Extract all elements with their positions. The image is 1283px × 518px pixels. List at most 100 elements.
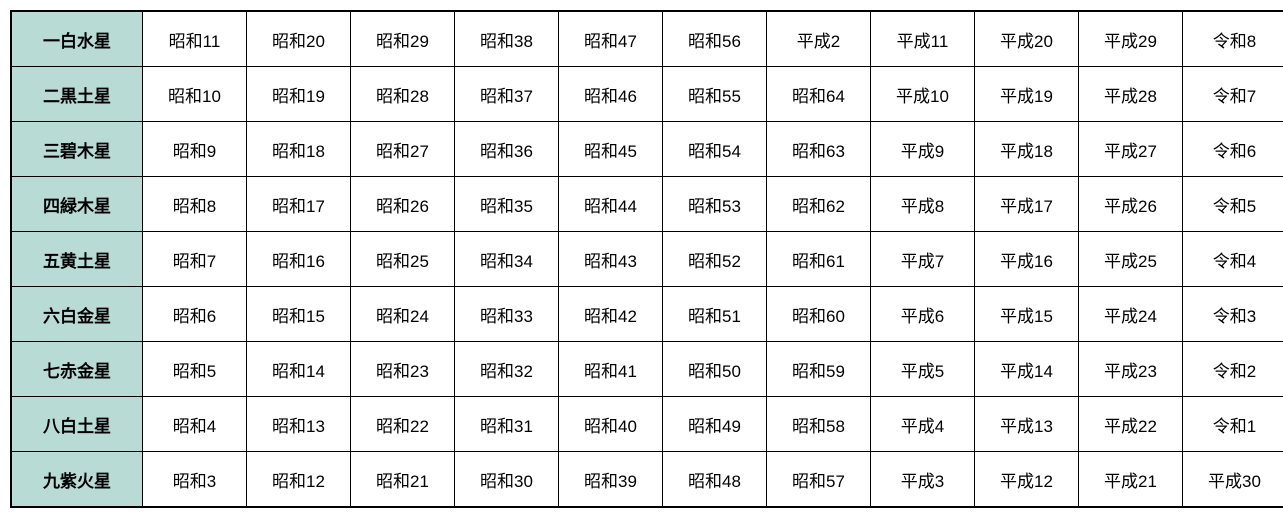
data-cell: 昭和22 xyxy=(351,397,455,452)
data-cell: 昭和45 xyxy=(559,122,663,177)
row-header-cell: 九紫火星 xyxy=(11,452,143,508)
data-cell: 昭和57 xyxy=(767,452,871,508)
data-cell: 令和8 xyxy=(1183,11,1283,67)
data-cell: 平成30 xyxy=(1183,452,1283,508)
data-cell: 昭和27 xyxy=(351,122,455,177)
table-row: 一白水星昭和11昭和20昭和29昭和38昭和47昭和56平成2平成11平成20平… xyxy=(11,11,1283,67)
data-cell: 平成29 xyxy=(1079,11,1183,67)
data-cell: 平成11 xyxy=(871,11,975,67)
table-row: 四緑木星昭和8昭和17昭和26昭和35昭和44昭和53昭和62平成8平成17平成… xyxy=(11,177,1283,232)
data-cell: 平成19 xyxy=(975,67,1079,122)
data-cell: 昭和60 xyxy=(767,287,871,342)
data-cell: 昭和56 xyxy=(663,11,767,67)
data-cell: 昭和18 xyxy=(247,122,351,177)
data-cell: 昭和37 xyxy=(455,67,559,122)
data-cell: 昭和43 xyxy=(559,232,663,287)
data-cell: 昭和61 xyxy=(767,232,871,287)
data-cell: 昭和38 xyxy=(455,11,559,67)
data-cell: 昭和49 xyxy=(663,397,767,452)
table-body: 一白水星昭和11昭和20昭和29昭和38昭和47昭和56平成2平成11平成20平… xyxy=(11,11,1283,507)
data-cell: 平成18 xyxy=(975,122,1079,177)
data-cell: 昭和58 xyxy=(767,397,871,452)
data-cell: 昭和33 xyxy=(455,287,559,342)
data-cell: 昭和26 xyxy=(351,177,455,232)
data-cell: 平成7 xyxy=(871,232,975,287)
data-cell: 平成21 xyxy=(1079,452,1183,508)
row-header-cell: 三碧木星 xyxy=(11,122,143,177)
table-row: 二黒土星昭和10昭和19昭和28昭和37昭和46昭和55昭和64平成10平成19… xyxy=(11,67,1283,122)
data-cell: 昭和41 xyxy=(559,342,663,397)
data-cell: 昭和53 xyxy=(663,177,767,232)
data-cell: 平成3 xyxy=(871,452,975,508)
data-cell: 昭和48 xyxy=(663,452,767,508)
data-cell: 昭和20 xyxy=(247,11,351,67)
data-cell: 昭和52 xyxy=(663,232,767,287)
row-header-cell: 五黄土星 xyxy=(11,232,143,287)
data-cell: 令和7 xyxy=(1183,67,1283,122)
data-cell: 昭和31 xyxy=(455,397,559,452)
row-header-cell: 一白水星 xyxy=(11,11,143,67)
data-cell: 昭和63 xyxy=(767,122,871,177)
data-cell: 令和5 xyxy=(1183,177,1283,232)
data-cell: 昭和35 xyxy=(455,177,559,232)
data-cell: 平成26 xyxy=(1079,177,1183,232)
data-cell: 平成15 xyxy=(975,287,1079,342)
data-cell: 平成20 xyxy=(975,11,1079,67)
data-cell: 昭和46 xyxy=(559,67,663,122)
data-cell: 昭和14 xyxy=(247,342,351,397)
data-cell: 令和2 xyxy=(1183,342,1283,397)
data-cell: 昭和5 xyxy=(143,342,247,397)
data-cell: 昭和12 xyxy=(247,452,351,508)
table-row: 六白金星昭和6昭和15昭和24昭和33昭和42昭和51昭和60平成6平成15平成… xyxy=(11,287,1283,342)
table-row: 七赤金星昭和5昭和14昭和23昭和32昭和41昭和50昭和59平成5平成14平成… xyxy=(11,342,1283,397)
data-cell: 昭和24 xyxy=(351,287,455,342)
data-cell: 昭和13 xyxy=(247,397,351,452)
data-cell: 平成2 xyxy=(767,11,871,67)
data-cell: 昭和15 xyxy=(247,287,351,342)
data-cell: 昭和54 xyxy=(663,122,767,177)
data-cell: 昭和21 xyxy=(351,452,455,508)
data-cell: 昭和62 xyxy=(767,177,871,232)
data-cell: 令和4 xyxy=(1183,232,1283,287)
data-cell: 令和3 xyxy=(1183,287,1283,342)
data-cell: 平成22 xyxy=(1079,397,1183,452)
row-header-cell: 七赤金星 xyxy=(11,342,143,397)
data-cell: 令和1 xyxy=(1183,397,1283,452)
data-cell: 平成23 xyxy=(1079,342,1183,397)
data-cell: 平成13 xyxy=(975,397,1079,452)
data-cell: 平成5 xyxy=(871,342,975,397)
table-row: 五黄土星昭和7昭和16昭和25昭和34昭和43昭和52昭和61平成7平成16平成… xyxy=(11,232,1283,287)
data-cell: 平成4 xyxy=(871,397,975,452)
data-cell: 平成25 xyxy=(1079,232,1183,287)
data-cell: 平成8 xyxy=(871,177,975,232)
data-cell: 昭和10 xyxy=(143,67,247,122)
data-cell: 昭和40 xyxy=(559,397,663,452)
data-cell: 昭和7 xyxy=(143,232,247,287)
data-cell: 昭和25 xyxy=(351,232,455,287)
data-cell: 昭和8 xyxy=(143,177,247,232)
data-cell: 昭和19 xyxy=(247,67,351,122)
data-cell: 昭和11 xyxy=(143,11,247,67)
data-cell: 平成6 xyxy=(871,287,975,342)
table-row: 八白土星昭和4昭和13昭和22昭和31昭和40昭和49昭和58平成4平成13平成… xyxy=(11,397,1283,452)
table-row: 三碧木星昭和9昭和18昭和27昭和36昭和45昭和54昭和63平成9平成18平成… xyxy=(11,122,1283,177)
row-header-cell: 八白土星 xyxy=(11,397,143,452)
data-cell: 平成16 xyxy=(975,232,1079,287)
data-cell: 昭和9 xyxy=(143,122,247,177)
data-cell: 昭和36 xyxy=(455,122,559,177)
data-cell: 昭和3 xyxy=(143,452,247,508)
data-cell: 昭和39 xyxy=(559,452,663,508)
data-cell: 昭和51 xyxy=(663,287,767,342)
data-cell: 昭和44 xyxy=(559,177,663,232)
data-cell: 平成17 xyxy=(975,177,1079,232)
data-cell: 昭和47 xyxy=(559,11,663,67)
data-cell: 平成28 xyxy=(1079,67,1183,122)
data-cell: 昭和55 xyxy=(663,67,767,122)
data-cell: 平成27 xyxy=(1079,122,1183,177)
data-cell: 平成10 xyxy=(871,67,975,122)
data-cell: 昭和50 xyxy=(663,342,767,397)
row-header-cell: 四緑木星 xyxy=(11,177,143,232)
data-cell: 昭和23 xyxy=(351,342,455,397)
data-cell: 昭和4 xyxy=(143,397,247,452)
row-header-cell: 六白金星 xyxy=(11,287,143,342)
